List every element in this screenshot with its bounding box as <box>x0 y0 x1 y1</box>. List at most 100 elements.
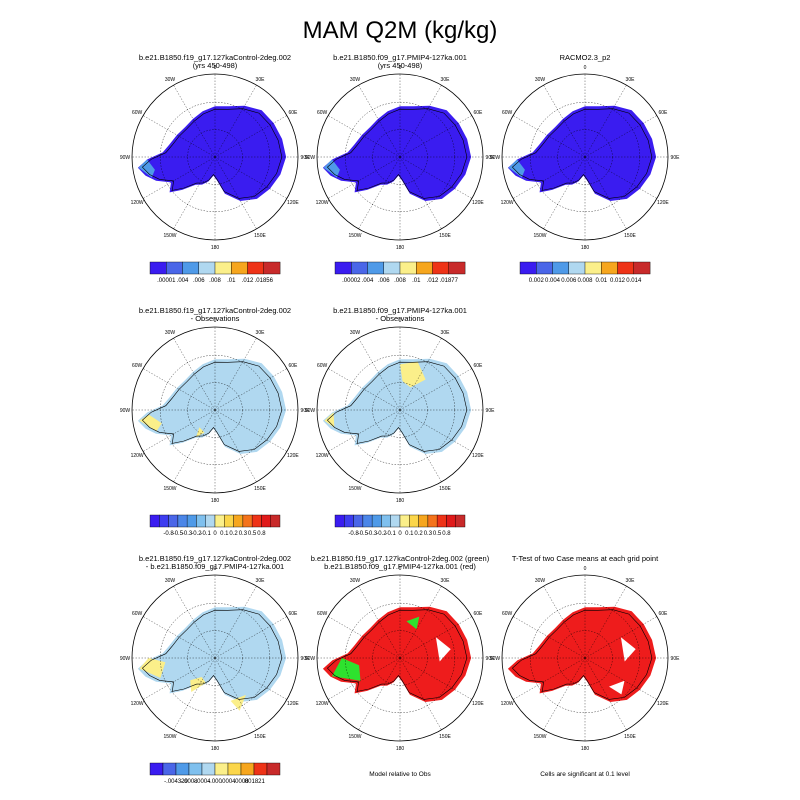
longitude-label: 0 <box>584 566 587 572</box>
colorbar-label: 0.3 <box>424 531 433 537</box>
meridian-line <box>399 156 472 199</box>
longitude-label: 120E <box>657 200 669 206</box>
meridian-line <box>214 368 287 411</box>
meridian-line <box>173 657 216 730</box>
colorbar-label: -.004329 <box>164 779 188 785</box>
colorbar-swatch <box>198 261 216 275</box>
colorbar-swatch <box>196 514 206 528</box>
data-field-gap <box>609 680 625 695</box>
panels: b.e21.B1850.f19_g17.127kaControl-2deg.00… <box>120 53 680 785</box>
colorbar-label: 0.006 <box>561 278 577 284</box>
colorbar-swatch <box>432 261 449 275</box>
colorbar-label: 0.5 <box>433 531 442 537</box>
data-field-gap <box>620 637 636 662</box>
meridian-line <box>399 657 442 730</box>
meridian-line <box>214 409 257 482</box>
colorbar-label: -.000 <box>208 779 222 785</box>
meridian-line <box>214 657 257 730</box>
colorbar-swatch <box>633 261 651 275</box>
colorbar-label: -0.5 <box>173 531 184 537</box>
meridian-line <box>328 616 401 659</box>
colorbar-label: 0.1 <box>405 531 414 537</box>
meridian-line <box>328 409 401 452</box>
panel-title: b.e21.B1850.f19_g17.127kaControl-2deg.00… <box>139 306 291 315</box>
colorbar-label: 0.5 <box>248 531 257 537</box>
colorbar-swatch <box>584 261 602 275</box>
coastline <box>326 108 468 199</box>
longitude-label: 30E <box>256 77 266 83</box>
colorbar-swatch <box>149 514 160 528</box>
colorbar-swatch <box>436 514 447 528</box>
map-panel: b.e21.B1850.f09_g17.PMIP4-127ka.001- Obs… <box>305 306 495 537</box>
data-field <box>507 606 657 702</box>
colorbar-label: .01877 <box>440 278 459 284</box>
meridian-line <box>214 85 257 158</box>
longitude-label: 30W <box>165 330 176 336</box>
colorbar-label: 0.1 <box>220 531 229 537</box>
longitude-label: 120W <box>316 453 329 459</box>
colorbar-swatch <box>351 261 368 275</box>
colorbar-label: .00002 <box>342 278 361 284</box>
map-panel: T-Test of two Case means at each grid po… <box>490 554 680 778</box>
coastline <box>141 609 283 700</box>
longitude-label: 120E <box>472 453 484 459</box>
map-panel: b.e21.B1850.f09_g17.PMIP4-127ka.001(yrs … <box>305 53 495 284</box>
longitude-label: 150E <box>439 486 451 492</box>
colorbar-swatch <box>263 261 281 275</box>
meridian-line <box>584 657 627 730</box>
colorbar-swatch <box>182 261 199 275</box>
longitude-label: 60E <box>473 110 483 116</box>
colorbar-swatch <box>381 514 391 528</box>
longitude-label: 30W <box>350 578 361 584</box>
longitude-label: 0 <box>214 65 217 71</box>
colorbar-label: 0.8 <box>257 531 266 537</box>
colorbar-swatch <box>390 514 401 528</box>
colorbar-swatch <box>409 514 419 528</box>
meridian-line <box>328 368 401 411</box>
colorbar-swatch <box>266 762 281 776</box>
meridian-line <box>143 409 216 452</box>
longitude-label: 60W <box>317 611 328 617</box>
longitude-label: 90W <box>120 155 131 161</box>
longitude-label: 120E <box>287 200 299 206</box>
colorbar-swatch <box>159 514 169 528</box>
meridian-line <box>543 586 586 659</box>
colorbar-label: 0.012 <box>610 278 626 284</box>
longitude-label: 180 <box>581 746 590 752</box>
meridian-line <box>173 586 216 659</box>
data-field-peninsula <box>138 159 155 178</box>
meridian-line <box>173 338 216 411</box>
colorbar-label: 0.3 <box>239 531 248 537</box>
meridian-line <box>214 616 287 659</box>
colorbar-swatch <box>175 762 190 776</box>
colorbar-swatch <box>224 514 234 528</box>
longitude-label: 90W <box>120 408 131 414</box>
map-panel: b.e21.B1850.f19_g17.127kaControl-2deg.00… <box>305 554 495 778</box>
meridian-line <box>399 85 442 158</box>
colorbar-swatch <box>214 514 225 528</box>
longitude-label: 120W <box>501 701 514 707</box>
colorbar-label: 0 <box>213 531 217 537</box>
colorbar-label: .004 <box>362 278 374 284</box>
meridian-line <box>543 156 586 229</box>
coastline <box>511 609 653 700</box>
longitude-label: 60W <box>317 363 328 369</box>
meridian-line <box>358 657 401 730</box>
longitude-label: 120W <box>131 701 144 707</box>
longitude-label: 180 <box>396 746 405 752</box>
longitude-label: 120E <box>287 701 299 707</box>
colorbar-swatch <box>427 514 438 528</box>
colorbar-swatch <box>227 762 242 776</box>
longitude-label: 60E <box>658 110 668 116</box>
data-field <box>322 105 472 201</box>
panel-footer: Cells are significant at 0.1 level <box>540 771 630 778</box>
colorbar-label: .01 <box>412 278 421 284</box>
longitude-label: 120W <box>316 200 329 206</box>
panel-footer: Model relative to Obs <box>369 771 431 778</box>
longitude-label: 150E <box>624 233 636 239</box>
colorbar-swatch <box>344 514 354 528</box>
longitude-label: 60W <box>132 110 143 116</box>
meridian-line <box>513 115 586 158</box>
meridian-line <box>214 156 287 199</box>
meridian-line <box>584 156 627 229</box>
